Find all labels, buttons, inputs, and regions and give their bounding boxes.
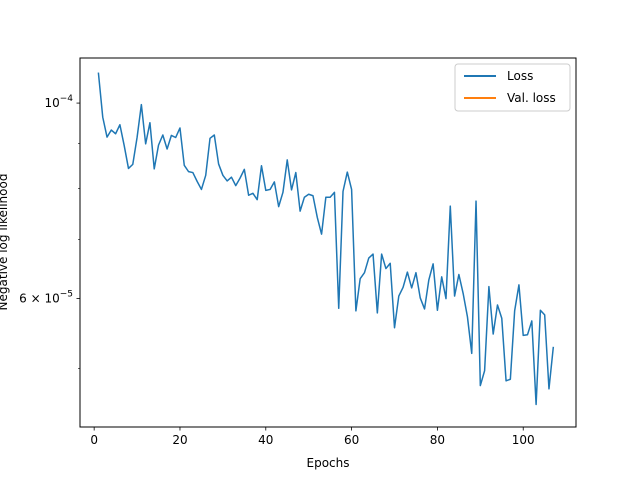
x-axis-label: Epochs [307,456,350,470]
x-tick-label: 100 [512,433,535,447]
x-tick-label: 20 [172,433,187,447]
y-tick-label: 10−4 [44,94,73,110]
legend: Loss Val. loss [454,63,571,112]
series-line-loss [97,72,555,406]
x-tick-label: 60 [344,433,359,447]
y-tick-label: 6 × 10−5 [19,290,73,306]
legend-label-val-loss: Val. loss [507,91,556,105]
x-tick-label: 80 [430,433,445,447]
axes-frame [79,57,577,428]
y-axis-ticks: 10−4 6 × 10−5 [19,94,80,369]
x-tick-label: 0 [90,433,98,447]
x-tick-label: 40 [258,433,273,447]
y-axis-label: Negative log likelihood [0,174,10,311]
plot-area [97,72,555,406]
legend-label-loss: Loss [507,69,533,83]
x-axis-ticks: 0 20 40 60 80 100 [90,427,535,447]
